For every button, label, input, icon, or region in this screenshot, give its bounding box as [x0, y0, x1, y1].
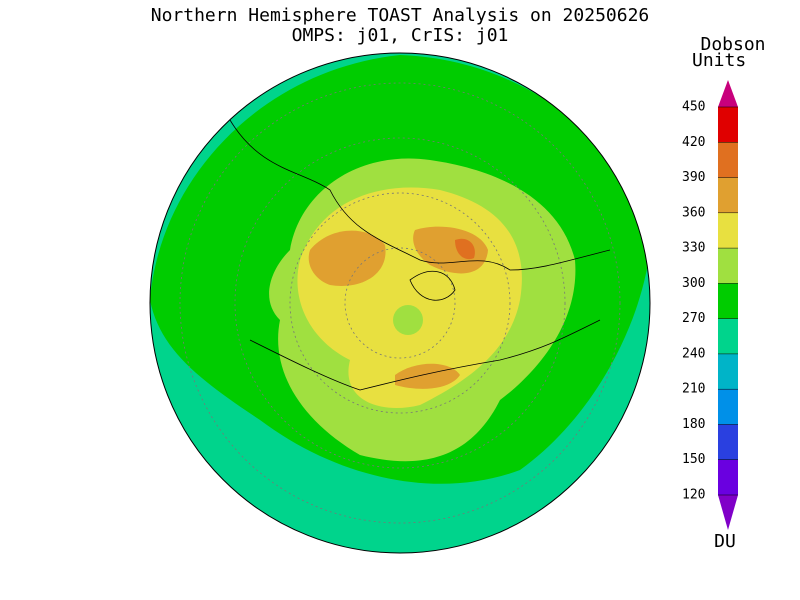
colorbar-segment [718, 283, 738, 319]
colorbar-segment [718, 248, 738, 284]
colorbar-segment [718, 318, 738, 354]
colorbar-label: 450 [682, 100, 705, 115]
map-border [149, 52, 651, 554]
subtitle: OMPS: j01, CrIS: j01 [292, 25, 509, 46]
colorbar-segment [718, 495, 738, 530]
colorbar-segment [718, 424, 738, 460]
colorbar-segment [718, 459, 738, 495]
colorbar-label: 390 [682, 170, 705, 185]
colorbar-segment [718, 389, 738, 425]
colorbar: 120 150 180 210 240 270 300 330 360 390 420 450 [682, 80, 738, 530]
colorbar-label: 210 [682, 382, 705, 397]
colorbar-label: 150 [682, 452, 705, 467]
legend-unit: DU [714, 531, 736, 552]
colorbar-label: 270 [682, 311, 705, 326]
colorbar-segment [718, 212, 738, 249]
ozone-map [150, 53, 650, 553]
colorbar-label: 420 [682, 135, 705, 150]
colorbar-label: 180 [682, 417, 705, 432]
colorbar-label: 240 [682, 346, 705, 361]
colorbar-label: 120 [682, 488, 705, 503]
colorbar-segment [718, 353, 738, 390]
legend-title: Dobson [700, 34, 765, 55]
title: Northern Hemisphere TOAST Analysis on 20… [151, 5, 650, 26]
colorbar-segment [718, 107, 738, 143]
colorbar-segment [718, 177, 738, 213]
colorbar-label: 330 [682, 241, 705, 256]
colorbar-label: 360 [682, 205, 705, 220]
legend-title: Units [692, 50, 746, 71]
colorbar-segment [718, 142, 738, 178]
colorbar-label: 300 [682, 276, 705, 291]
colorbar-segment [718, 80, 738, 107]
